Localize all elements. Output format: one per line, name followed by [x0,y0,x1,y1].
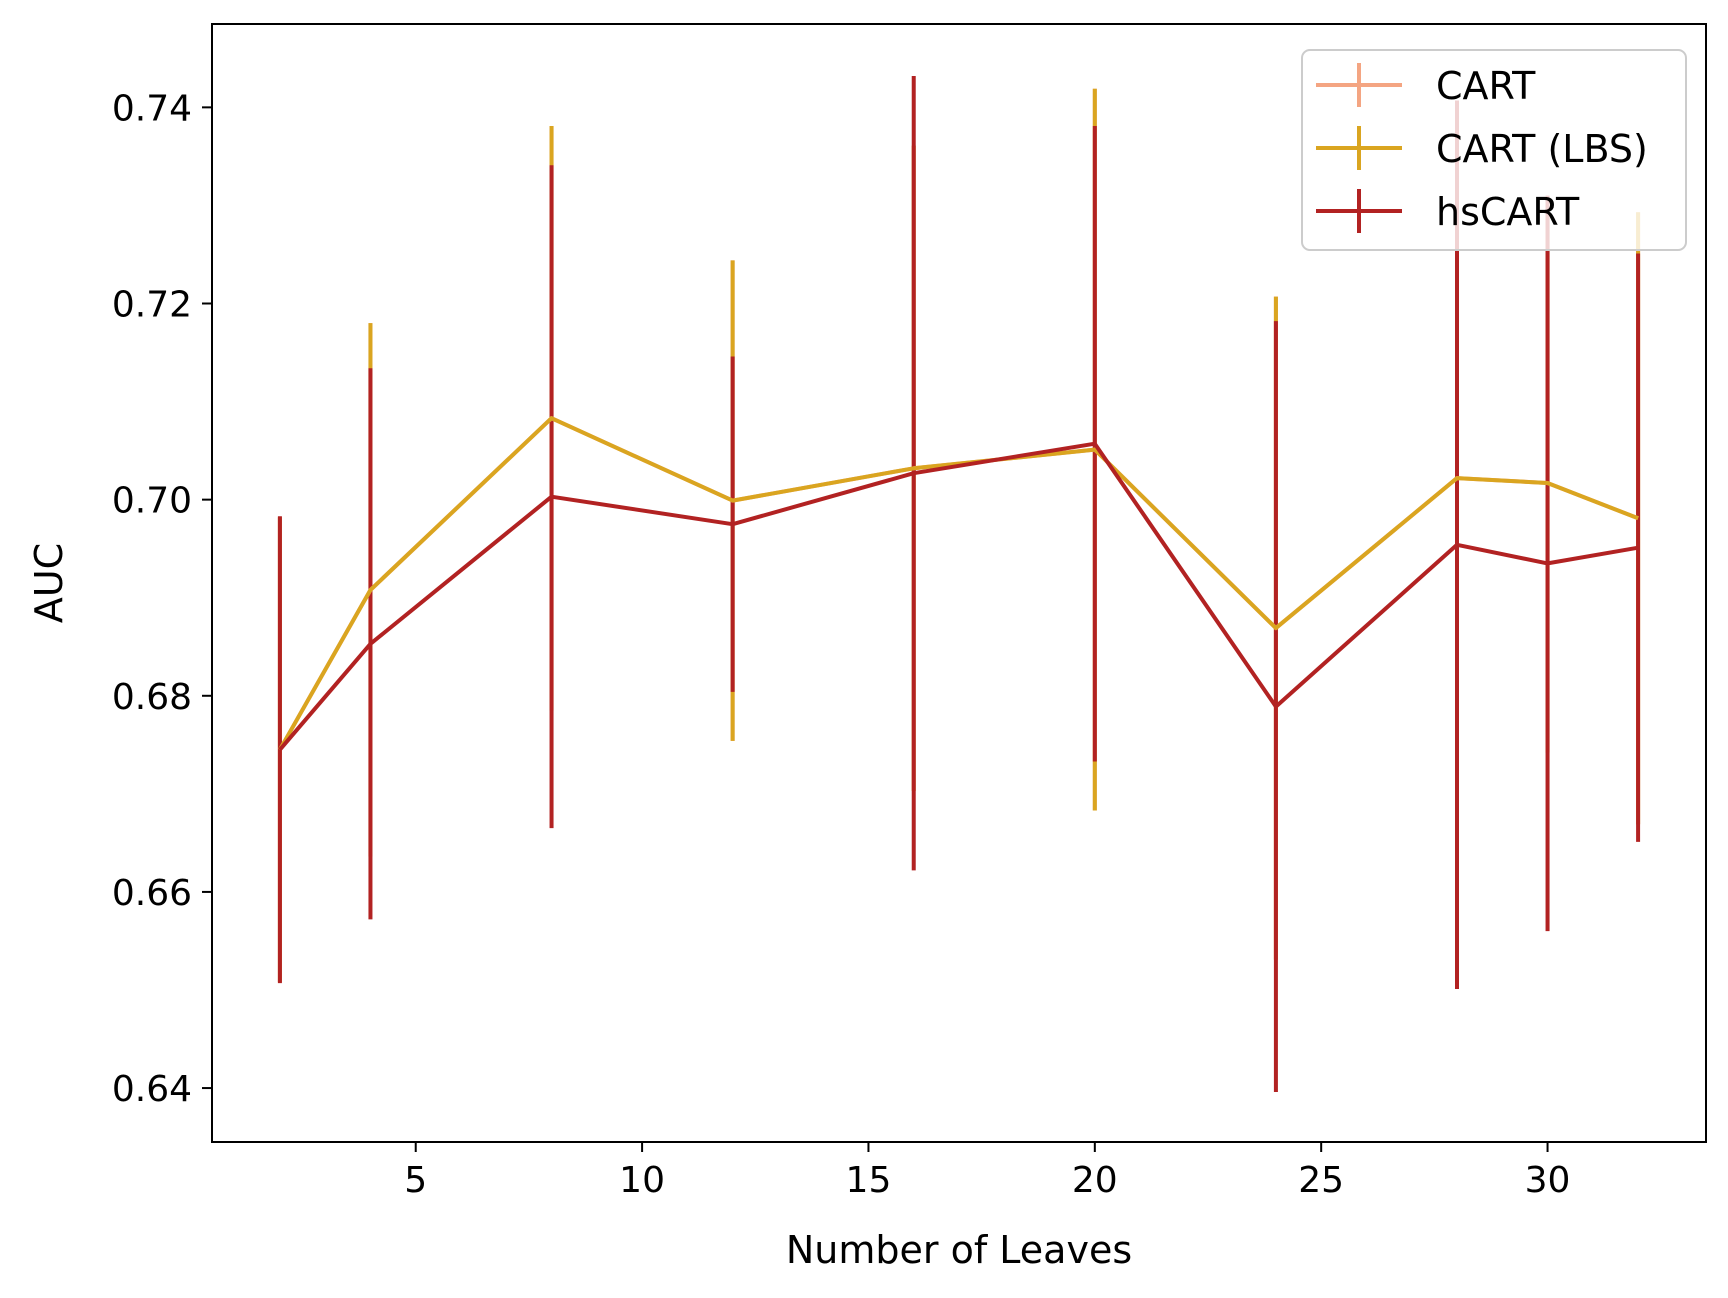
series-lines [278,416,1639,752]
x-axis: 5 10 15 20 25 30 [404,1142,1570,1201]
x-tick-label: 30 [1525,1160,1571,1201]
legend: CART CART (LBS) hsCART [1301,49,1687,251]
plot-frame [211,23,1707,1143]
y-tick-label: 0.70 [112,481,192,522]
x-tick-label: 20 [1072,1160,1118,1201]
legend-label-hscart: hsCART [1436,190,1580,234]
y-tick-label: 0.64 [112,1069,192,1110]
legend-label-cart: CART [1436,64,1536,108]
y-tick-label: 0.66 [112,873,192,914]
y-axis: 0.64 0.66 0.68 0.70 0.72 0.74 [112,88,212,1110]
series-line-hscart [278,441,1639,752]
y-tick-label: 0.72 [112,285,192,326]
y-axis-label: AUC [27,543,71,623]
x-axis-label: Number of Leaves [786,1228,1132,1272]
legend-box [1301,49,1687,251]
legend-label-cart-lbs: CART (LBS) [1436,127,1648,171]
x-tick-label: 10 [619,1160,665,1201]
y-tick-label: 0.74 [112,88,192,129]
y-tick-label: 0.68 [112,677,192,718]
x-tick-label: 5 [404,1160,427,1201]
x-tick-label: 15 [846,1160,892,1201]
x-tick-label: 25 [1298,1160,1344,1201]
